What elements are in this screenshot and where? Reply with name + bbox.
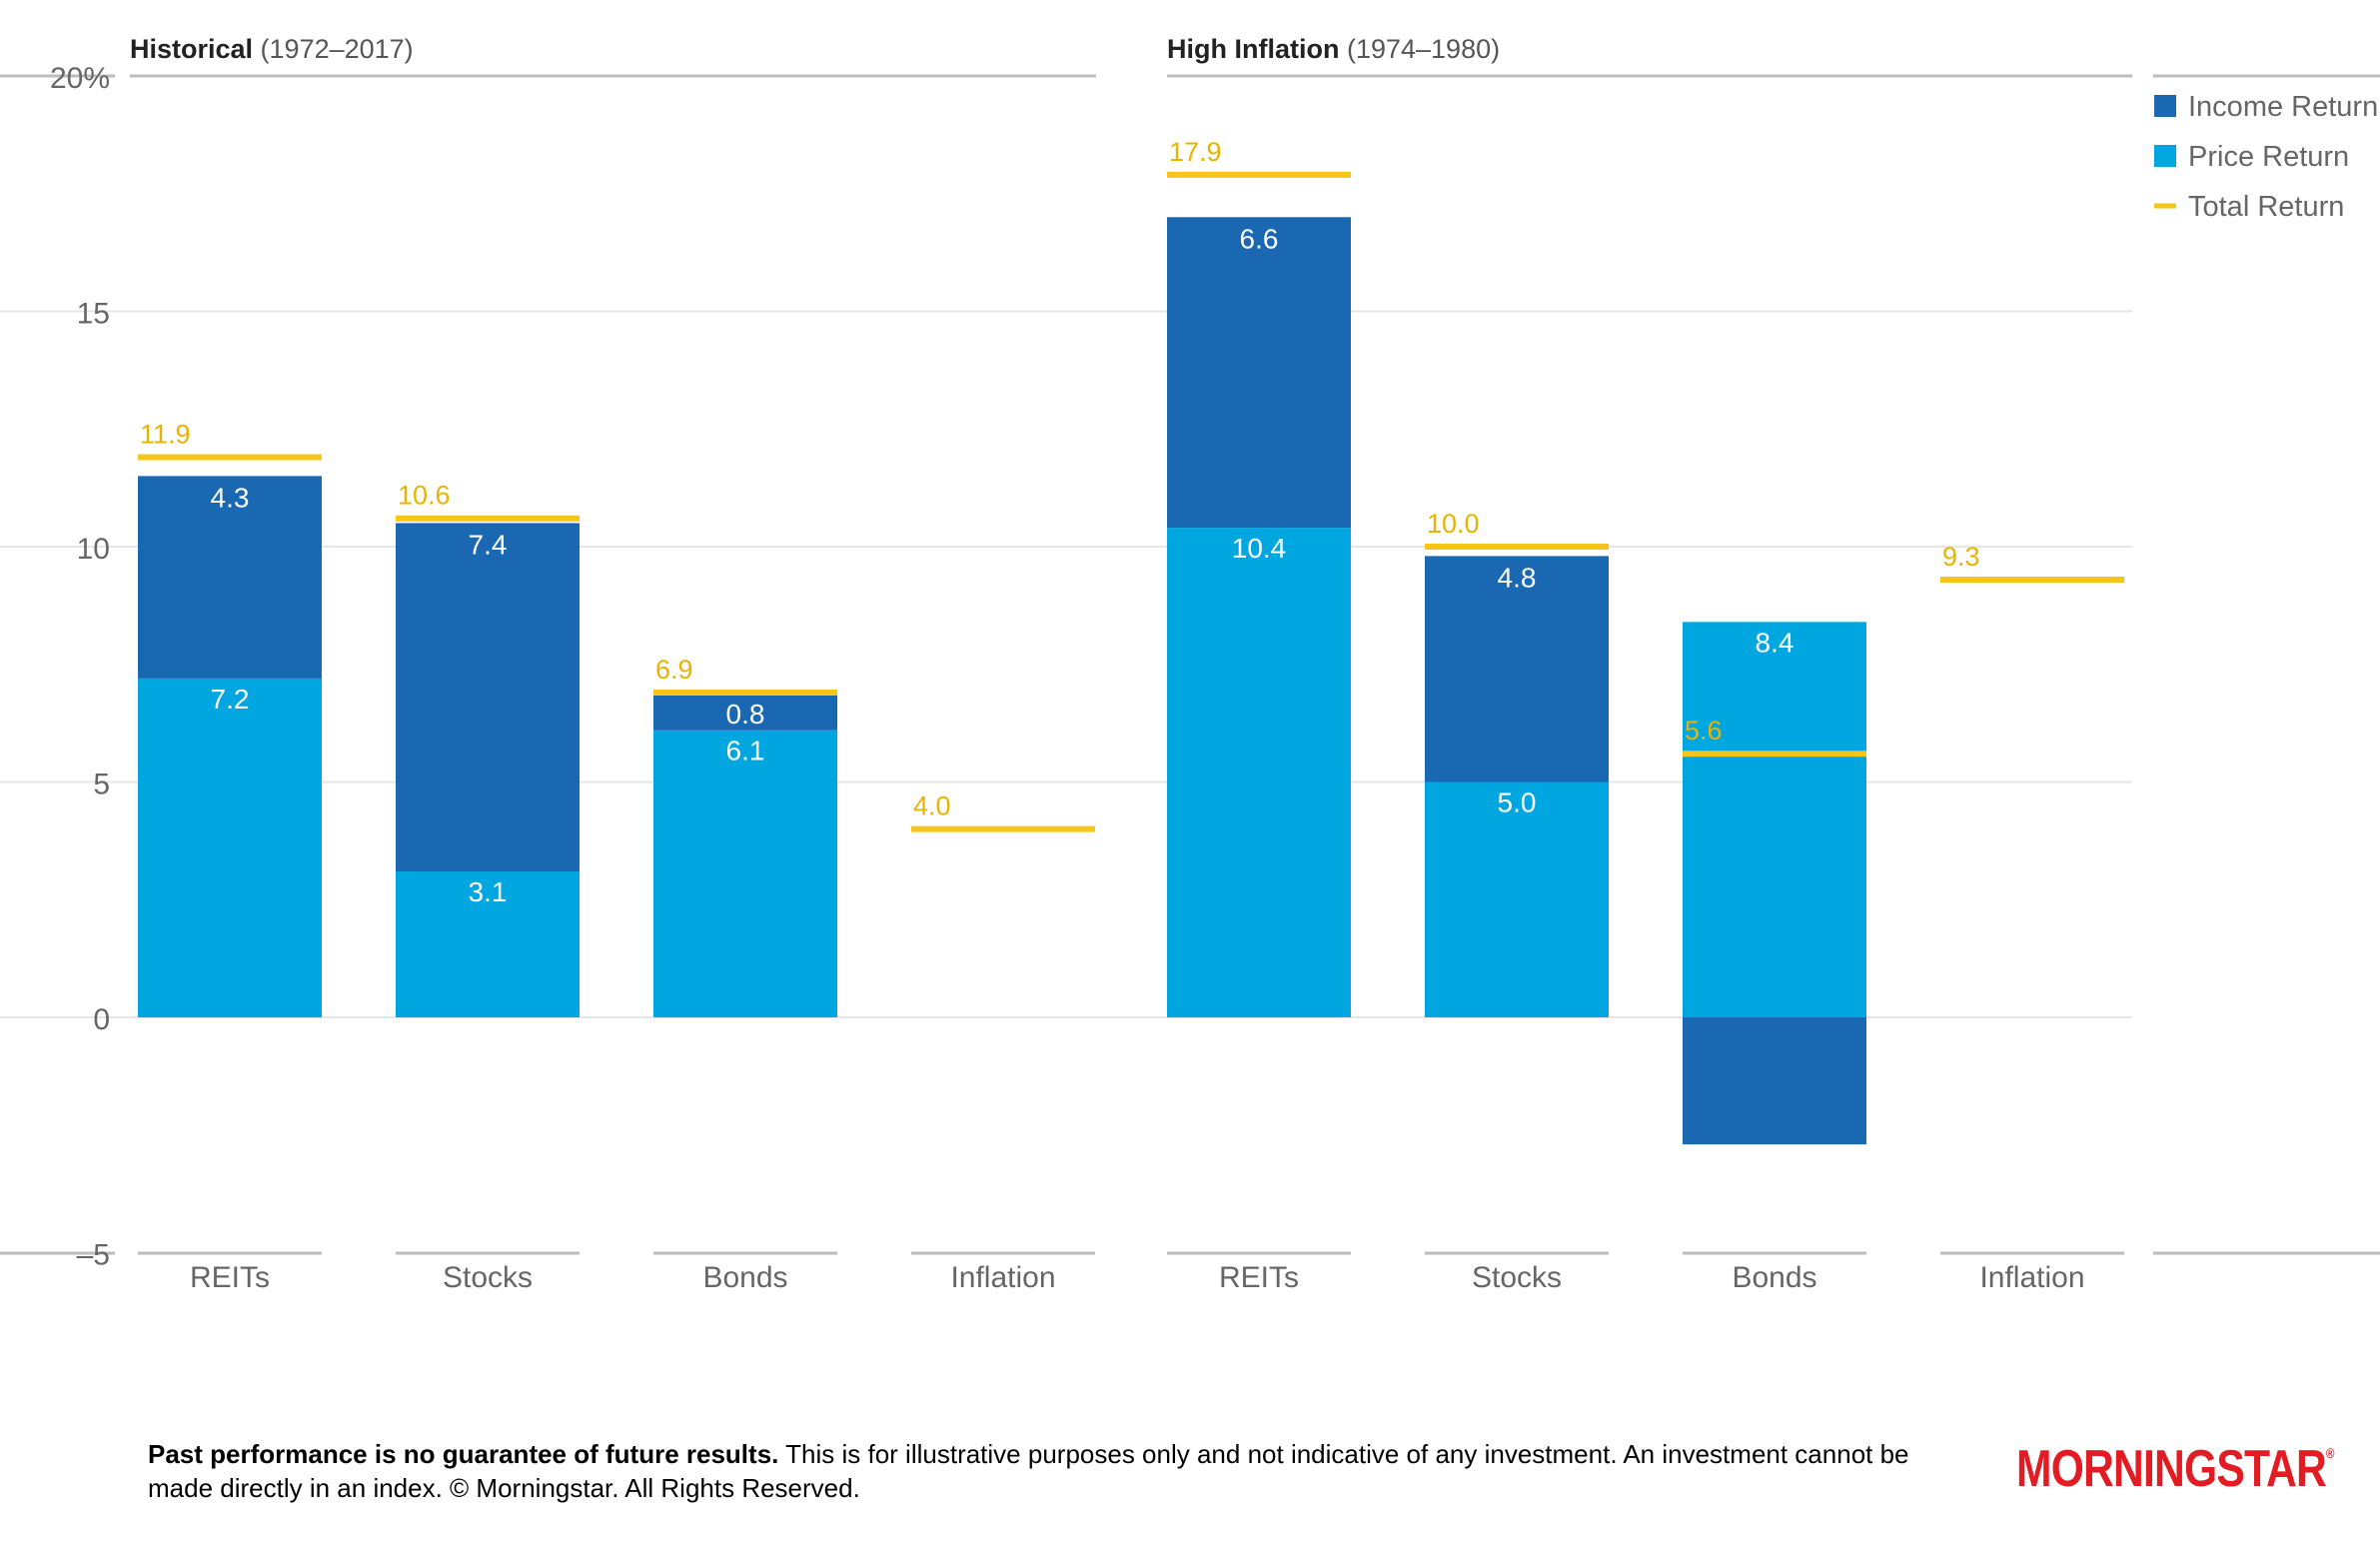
disclaimer-bold: Past performance is no guarantee of futu…	[148, 1439, 779, 1469]
logo-mark: ®	[2325, 1445, 2334, 1461]
income-return-label: 4.8	[1498, 562, 1537, 593]
category-label: Inflation	[950, 1261, 1055, 1294]
price-return-bar	[653, 730, 837, 1017]
price-return-bar	[1167, 528, 1351, 1017]
y-tick-label: 5	[93, 769, 110, 801]
category-label: Bonds	[702, 1261, 787, 1294]
total-return-label: 10.0	[1427, 509, 1480, 539]
income-return-bar	[396, 523, 580, 871]
price-return-label: 3.1	[469, 876, 508, 907]
legend-label: Total Return	[2188, 191, 2344, 223]
income-return-bar	[1425, 556, 1609, 782]
income-return-label: 6.6	[1240, 223, 1279, 254]
income-return-bar	[1683, 1017, 1866, 1145]
total-return-label: 11.9	[140, 420, 191, 450]
price-return-label: 8.4	[1756, 627, 1794, 658]
category-label: Stocks	[1472, 1261, 1562, 1294]
price-return-label: 6.1	[726, 736, 765, 767]
total-return-label: 10.6	[398, 481, 451, 511]
price-return-bar	[138, 678, 322, 1017]
y-tick-label: –5	[77, 1239, 110, 1272]
disclaimer: Past performance is no guarantee of futu…	[148, 1437, 1946, 1505]
y-tick-label: 15	[77, 298, 110, 331]
total-return-label: 9.3	[1942, 542, 1980, 572]
legend-swatch	[2154, 145, 2176, 167]
panel-title-0: Historical (1972–2017)	[130, 34, 414, 64]
income-return-bar	[138, 476, 322, 679]
y-tick-label: 10	[77, 533, 110, 566]
total-return-label: 6.9	[655, 655, 693, 685]
price-return-label: 10.4	[1232, 533, 1287, 564]
income-return-label: 7.4	[469, 529, 508, 560]
price-return-bar	[396, 870, 580, 1017]
price-return-label: 5.0	[1498, 787, 1537, 818]
category-label: REITs	[190, 1261, 270, 1294]
income-return-bar	[1167, 217, 1351, 529]
legend-label: Income Return	[2188, 91, 2378, 123]
total-return-label: 17.9	[1169, 137, 1222, 167]
panel-title-1: High Inflation (1974–1980)	[1167, 34, 1500, 64]
category-label: Stocks	[443, 1261, 533, 1294]
total-return-label: 4.0	[913, 791, 951, 821]
morningstar-logo: MORNINGSTAR®	[2016, 1439, 2334, 1499]
price-return-bar	[1425, 781, 1609, 1017]
disclaimer-text: This is for illustrative purposes only a…	[148, 1439, 1909, 1503]
legend-label: Price Return	[2188, 141, 2349, 173]
legend-swatch	[2154, 95, 2176, 117]
logo-text: MORNINGSTAR	[2016, 1440, 2327, 1498]
price-return-label: 7.2	[211, 684, 250, 715]
category-label: REITs	[1219, 1261, 1299, 1294]
returns-chart: 20% 15 10 5 0 –5 Historical (1972–2017) REITs 7.…	[0, 34, 2380, 1294]
category-label: Inflation	[1979, 1261, 2084, 1294]
y-tick-label: 0	[93, 1003, 110, 1036]
income-return-label: 0.8	[726, 699, 765, 730]
income-return-label: 4.3	[211, 482, 250, 513]
category-label: Bonds	[1732, 1261, 1816, 1294]
y-tick-label: 20%	[50, 62, 110, 95]
total-return-label: 5.6	[1685, 716, 1723, 746]
price-return-bar	[1683, 622, 1866, 1017]
income-return-bar	[653, 693, 837, 731]
